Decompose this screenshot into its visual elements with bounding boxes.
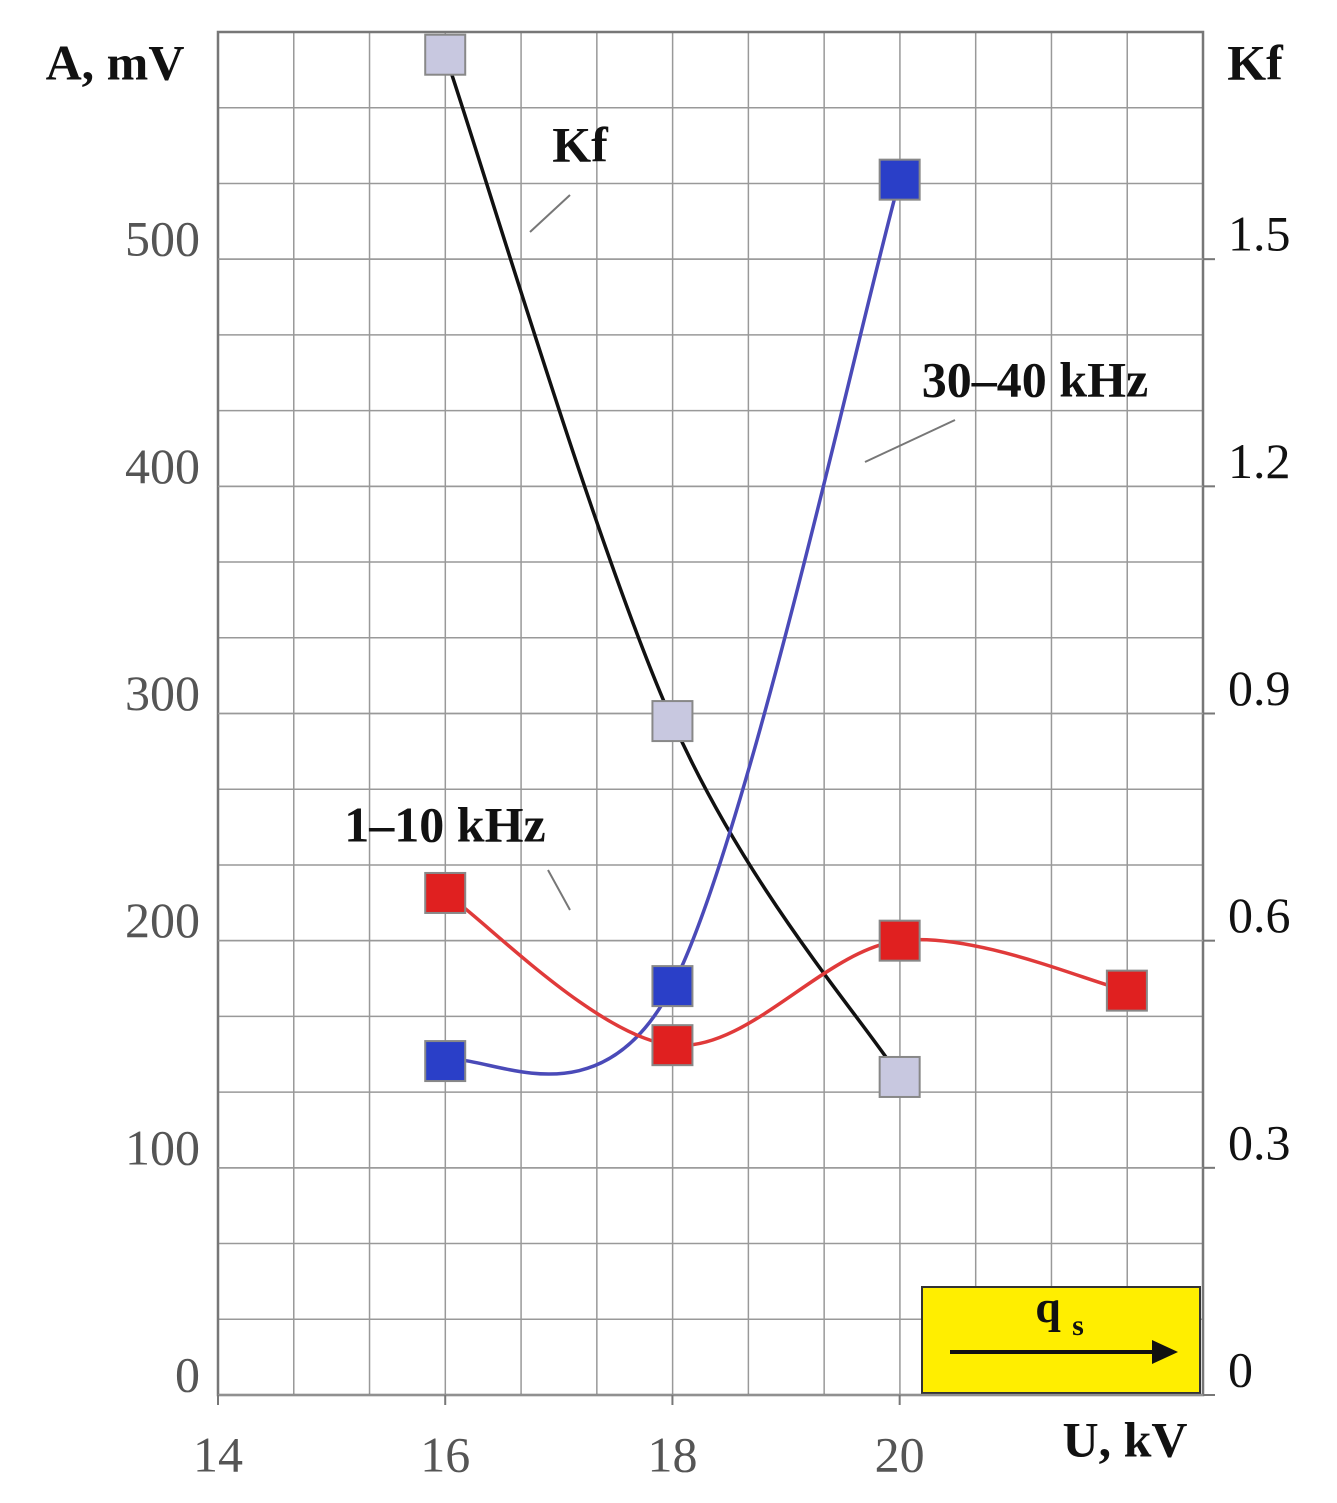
y-tick-label: 400: [125, 438, 200, 494]
x-tick-label: 20: [875, 1426, 925, 1482]
marker: [1105, 969, 1148, 1012]
leader-line: [864, 419, 956, 463]
y2-tick-label: 0.9: [1228, 660, 1291, 716]
y-tick-label: 200: [125, 892, 200, 948]
y2-tick-label: 0.3: [1228, 1114, 1291, 1170]
x-tick-label: 14: [193, 1426, 243, 1482]
series-line: [443, 54, 902, 1078]
series-line: [444, 891, 1128, 1048]
y-tick-label: 0: [175, 1346, 200, 1402]
y-tick-label: 300: [125, 665, 200, 721]
y-tick-label: 100: [125, 1119, 200, 1175]
y-tick-label: 500: [125, 211, 200, 267]
marker: [878, 919, 921, 962]
y2-tick-label: 0: [1228, 1341, 1253, 1397]
series-line: [444, 179, 902, 1076]
y2-axis-label: Kf: [1227, 34, 1284, 90]
marker: [424, 1040, 467, 1083]
series-label: 1–10 kHz: [344, 796, 545, 852]
x-axis-label: U, kV: [1062, 1411, 1187, 1467]
marker: [424, 33, 467, 76]
x-tick-label: 16: [420, 1426, 470, 1482]
marker: [651, 965, 694, 1008]
y2-tick-label: 0.6: [1228, 887, 1291, 943]
marker: [651, 700, 694, 743]
q-label: q: [1035, 1282, 1061, 1333]
q-arrow-head: [1152, 1340, 1178, 1364]
marker: [424, 871, 467, 914]
q-label-sub: s: [1072, 1309, 1084, 1342]
marker: [651, 1024, 694, 1067]
leader-line: [547, 869, 571, 911]
series-label: Kf: [552, 116, 609, 172]
series-label: 30–40 kHz: [922, 351, 1148, 407]
marker: [878, 1055, 921, 1098]
marker: [878, 158, 921, 201]
y2-tick-label: 1.2: [1228, 433, 1291, 489]
q-box: [921, 1286, 1201, 1394]
y-axis-label: A, mV: [46, 34, 185, 90]
leader-line: [529, 194, 571, 233]
x-tick-label: 18: [647, 1426, 697, 1482]
y2-tick-label: 1.5: [1228, 206, 1291, 262]
